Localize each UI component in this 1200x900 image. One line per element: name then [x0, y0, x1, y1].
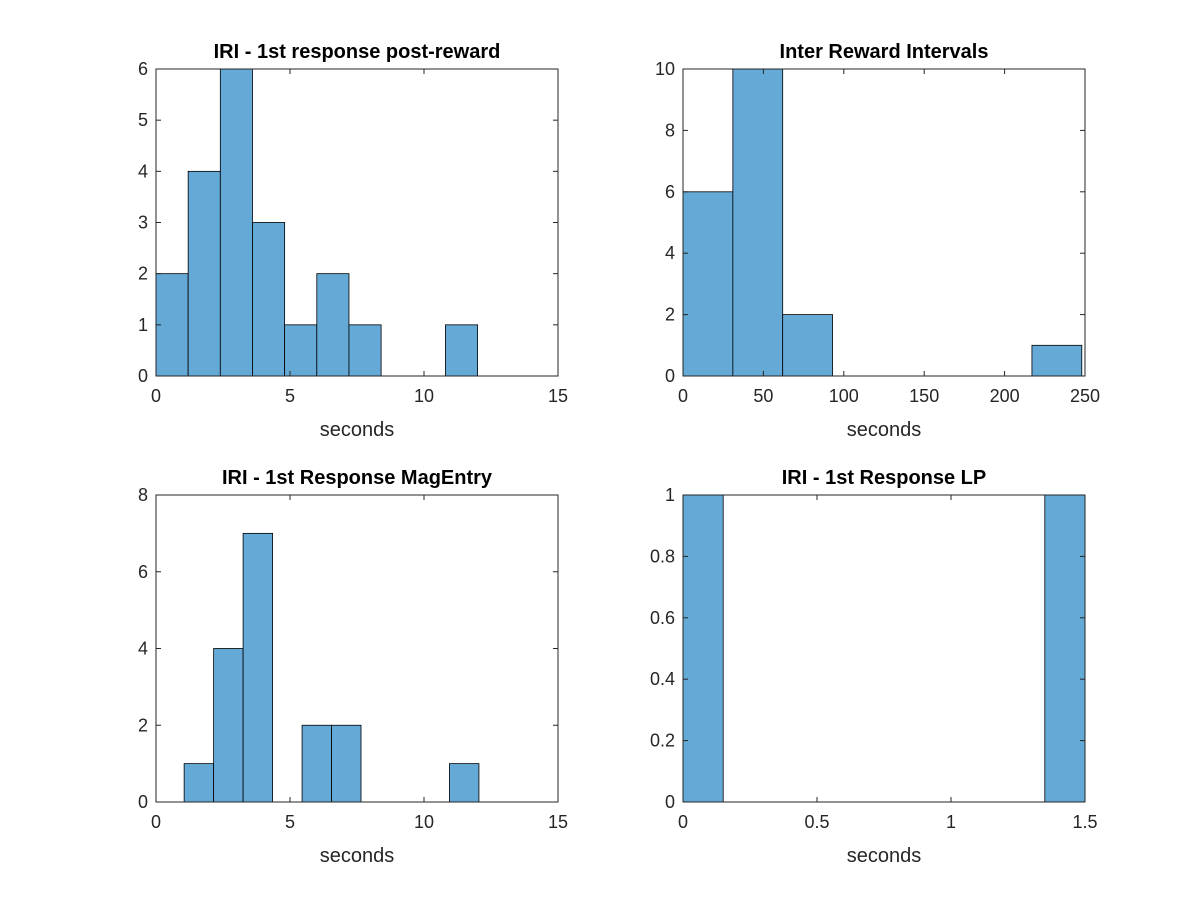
y-tick-label: 0.8 [650, 546, 675, 566]
y-tick-label: 10 [655, 59, 675, 79]
x-tick-label: 5 [285, 386, 295, 406]
x-tick-label: 0 [678, 812, 688, 832]
x-tick-label: 10 [414, 812, 434, 832]
y-tick-label: 0.6 [650, 608, 675, 628]
x-axis-label: seconds [847, 845, 922, 867]
histogram-bar [1031, 344, 1083, 377]
histogram-bar [219, 68, 253, 377]
subplot-1: 0 5 10 15 0 1 2 3 4 5 6 IRI - 1st response post-rew… [138, 41, 568, 441]
histogram-bar [155, 273, 189, 377]
x-tick-label: 5 [285, 812, 295, 832]
subplot-3: 0 5 10 15 0 2 4 6 8 IRI - 1st Response MagEntry se… [138, 467, 568, 867]
x-tick-label: 100 [829, 386, 859, 406]
y-tick-label: 0.4 [650, 669, 675, 689]
y-tick-label: 5 [138, 110, 148, 130]
histogram-bar [252, 222, 286, 377]
histogram-bar [348, 324, 382, 377]
subplot-2: 0 50 100 150 200 250 0 2 4 6 8 10 Inter Reward Inter… [655, 41, 1100, 441]
histogram-bar [682, 494, 724, 803]
histogram-bar [183, 763, 215, 803]
y-tick-label: 0 [665, 366, 675, 386]
histogram-bar [331, 724, 362, 803]
y-tick-label: 4 [138, 161, 148, 181]
x-tick-label: 15 [548, 812, 568, 832]
histogram-bar [301, 724, 332, 803]
y-tick-label: 1 [665, 485, 675, 505]
axes-background [683, 495, 1085, 802]
x-axis-label: seconds [320, 845, 395, 867]
x-tick-label: 0 [151, 386, 161, 406]
y-tick-label: 2 [138, 264, 148, 284]
histogram-bar [242, 532, 273, 803]
x-tick-label: 0.5 [804, 812, 829, 832]
histogram-bar [316, 273, 350, 377]
y-tick-label: 4 [665, 243, 675, 263]
y-tick-label: 4 [138, 639, 148, 659]
x-tick-label: 1 [946, 812, 956, 832]
x-axis-label: seconds [847, 419, 922, 441]
y-tick-label: 6 [138, 59, 148, 79]
histogram-bar [782, 314, 833, 377]
y-tick-label: 6 [665, 182, 675, 202]
histogram-bar [284, 324, 318, 377]
x-axis-label: seconds [320, 419, 395, 441]
y-tick-label: 6 [138, 562, 148, 582]
histogram-bar [682, 191, 734, 377]
chart-title: IRI - 1st response post-reward [214, 41, 501, 63]
histogram-bar [732, 68, 784, 377]
x-tick-label: 15 [548, 386, 568, 406]
axes-box [682, 68, 1086, 377]
y-tick-label: 1 [138, 315, 148, 335]
y-tick-label: 0 [138, 366, 148, 386]
chart-title: Inter Reward Intervals [780, 41, 989, 63]
y-tick-label: 3 [138, 213, 148, 233]
x-tick-label: 150 [909, 386, 939, 406]
histogram-bar [449, 763, 480, 803]
chart-title: IRI - 1st Response MagEntry [222, 467, 493, 489]
histogram-bar [213, 648, 244, 803]
x-tick-label: 200 [990, 386, 1020, 406]
x-tick-label: 250 [1070, 386, 1100, 406]
x-tick-label: 10 [414, 386, 434, 406]
histogram-bar [187, 170, 221, 377]
chart-title: IRI - 1st Response LP [782, 467, 987, 489]
x-tick-label: 0 [678, 386, 688, 406]
y-tick-label: 0 [665, 792, 675, 812]
histogram-bar [445, 324, 479, 377]
histogram-bar [1044, 494, 1086, 803]
axes-box [682, 494, 1086, 803]
subplot-4: 0 0.5 1 1.5 0 0.2 0.4 0.6 0.8 1 IRI - 1st Response… [650, 467, 1098, 867]
y-tick-label: 2 [665, 305, 675, 325]
y-tick-label: 0 [138, 792, 148, 812]
y-tick-label: 2 [138, 715, 148, 735]
x-tick-label: 0 [151, 812, 161, 832]
y-tick-label: 8 [665, 120, 675, 140]
y-tick-label: 0.2 [650, 731, 675, 751]
x-tick-label: 1.5 [1072, 812, 1097, 832]
x-tick-label: 50 [753, 386, 773, 406]
y-tick-label: 8 [138, 485, 148, 505]
